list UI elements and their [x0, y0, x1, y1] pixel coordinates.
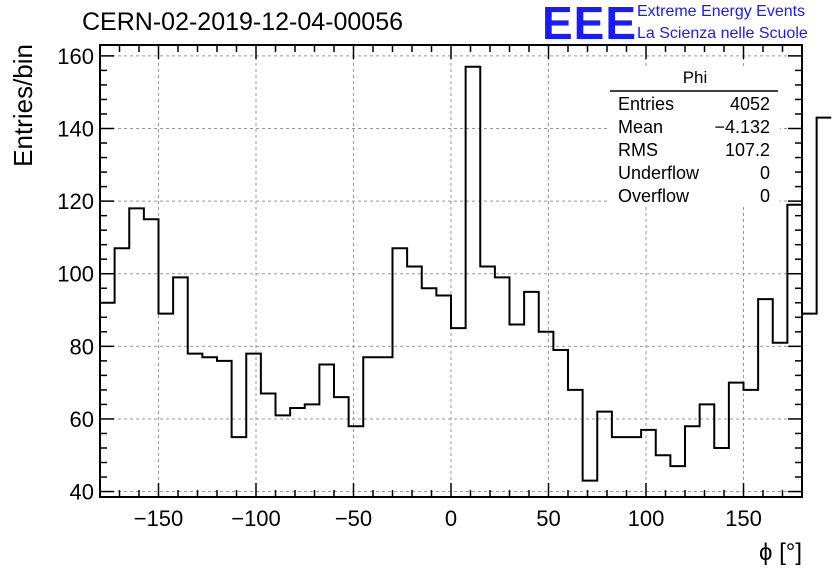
eee-logo: EEE	[542, 0, 638, 49]
stats-box-title: Phi	[683, 68, 708, 87]
stats-label-underflow: Underflow	[618, 163, 700, 183]
stats-label-overflow: Overflow	[618, 186, 690, 206]
y-axis-label: Entries/bin	[8, 44, 38, 167]
stats-label-mean: Mean	[618, 117, 663, 137]
stats-value-mean: −4.132	[714, 117, 770, 137]
stats-label-entries: Entries	[618, 94, 674, 114]
x-axis-label: ϕ [°]	[759, 539, 802, 566]
y-tick-label: 40	[70, 480, 94, 505]
x-tick-label: 0	[445, 506, 457, 531]
x-tick-label: 150	[725, 506, 762, 531]
stats-box	[610, 66, 780, 206]
x-tick-label: −50	[335, 506, 372, 531]
y-tick-label: 60	[70, 407, 94, 432]
org-name-line2: La Scienza nelle Scuole	[637, 25, 808, 42]
y-tick-label: 120	[57, 189, 94, 214]
y-tick-label: 140	[57, 117, 94, 142]
stats-value-rms: 107.2	[725, 140, 770, 160]
y-tick-label: 100	[57, 262, 94, 287]
x-tick-label: −100	[231, 506, 281, 531]
stats-label-rms: RMS	[618, 140, 658, 160]
histogram-line	[100, 65, 832, 482]
y-tick-label: 80	[70, 334, 94, 359]
stats-value-overflow: 0	[760, 186, 770, 206]
x-tick-label: 50	[536, 506, 560, 531]
stats-value-underflow: 0	[760, 163, 770, 183]
x-tick-label: 100	[628, 506, 665, 531]
y-tick-label: 160	[57, 44, 94, 69]
chart-title: CERN-02-2019-12-04-00056	[82, 8, 404, 36]
org-name-line1: Extreme Energy Events	[637, 3, 806, 20]
x-tick-label: −150	[134, 506, 184, 531]
stats-value-entries: 4052	[730, 94, 770, 114]
